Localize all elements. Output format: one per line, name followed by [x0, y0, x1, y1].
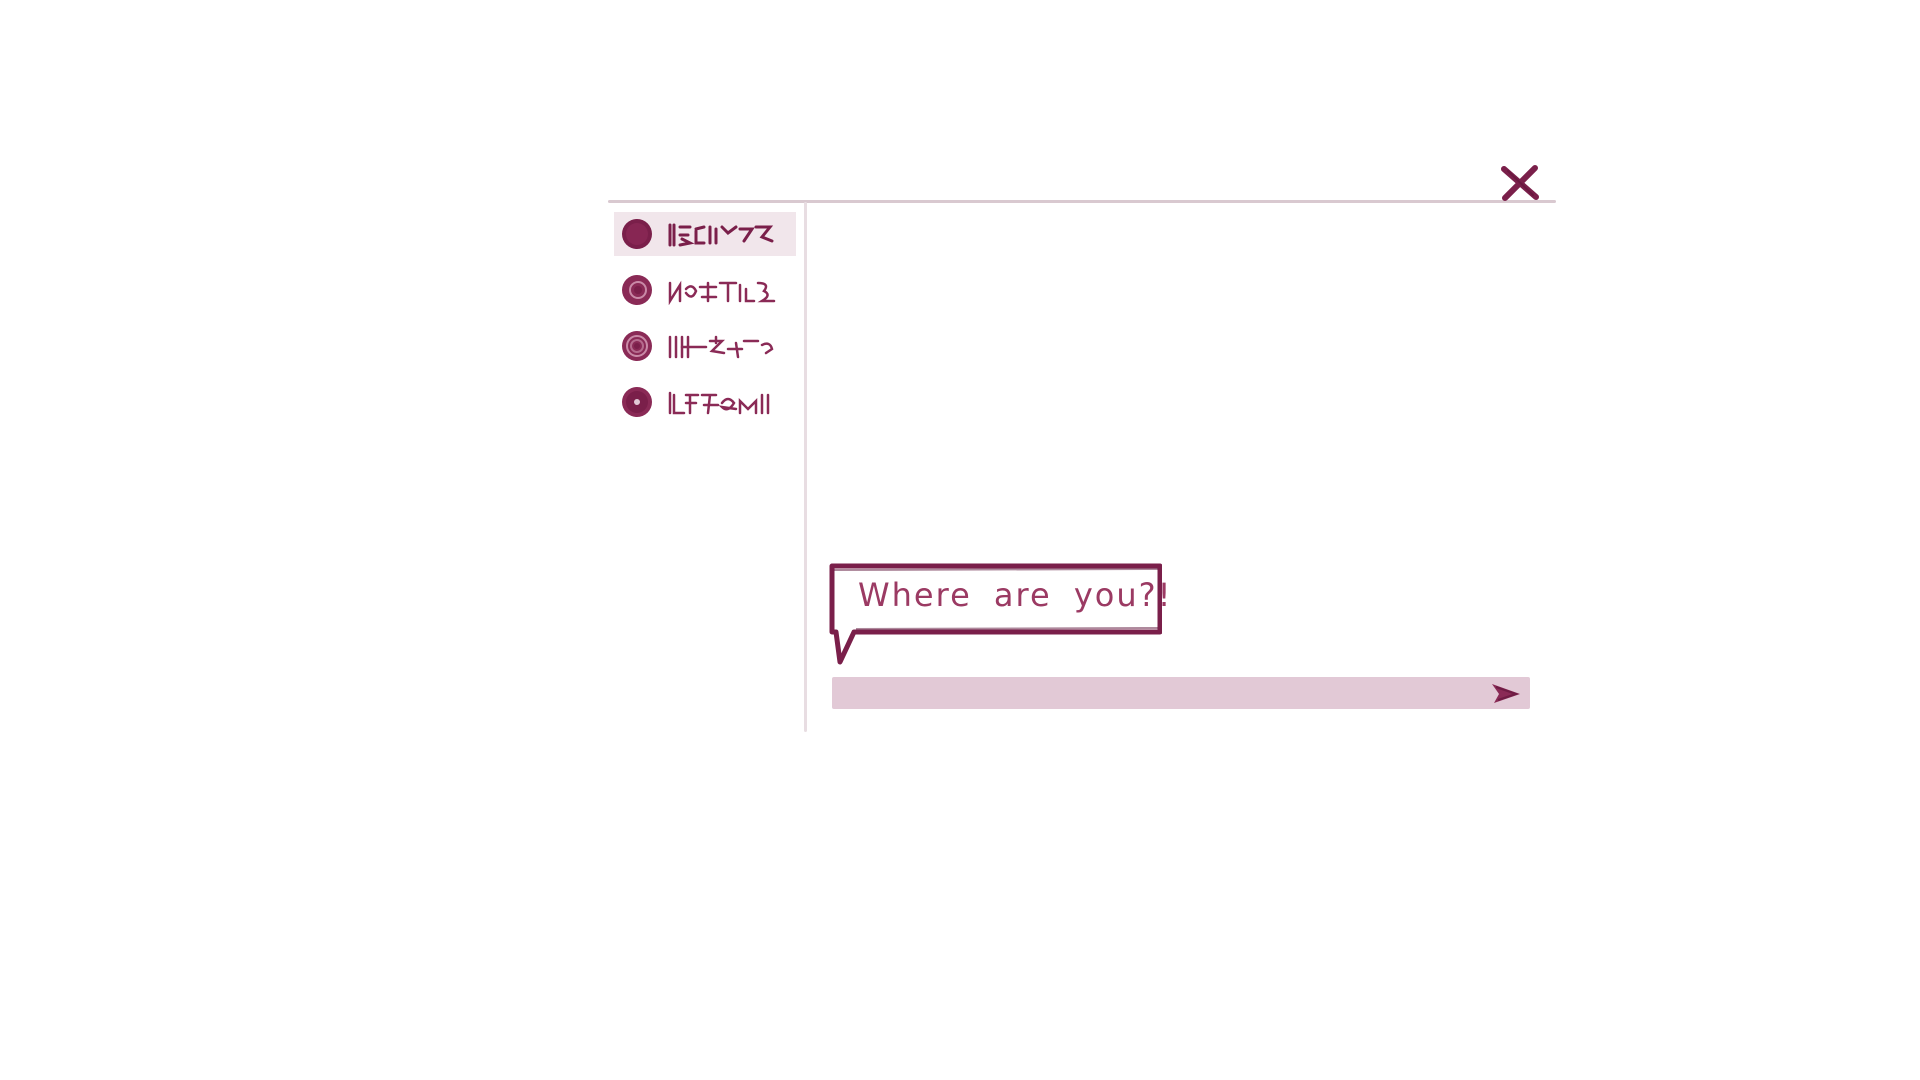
ring-dot-icon — [622, 331, 652, 361]
contact-list — [614, 212, 796, 436]
header-divider — [608, 200, 1556, 203]
send-arrow-icon — [1492, 684, 1520, 703]
message-bubble: Where are you?! — [828, 562, 1170, 668]
center-dot-icon — [622, 387, 652, 417]
close-icon — [1501, 165, 1539, 201]
contact-name-scribble — [668, 280, 776, 305]
contact-item-3[interactable] — [614, 324, 796, 368]
message-composer — [832, 677, 1530, 709]
filled-dot-icon — [622, 219, 652, 249]
close-button[interactable] — [1496, 162, 1544, 204]
contact-item-4[interactable] — [614, 380, 796, 424]
contact-name-scribble — [668, 223, 774, 247]
contact-item-2[interactable] — [614, 268, 796, 312]
contact-name-scribble — [668, 391, 770, 415]
contact-item-1[interactable] — [614, 212, 796, 256]
send-button[interactable] — [1486, 677, 1526, 709]
message-input[interactable] — [832, 677, 1496, 709]
sidebar-divider — [804, 202, 807, 732]
contact-name-scribble — [668, 335, 774, 359]
ring-dot-icon — [622, 275, 652, 305]
message-text: Where are you?! — [858, 576, 1173, 614]
speech-bubble-outline — [829, 563, 1162, 665]
